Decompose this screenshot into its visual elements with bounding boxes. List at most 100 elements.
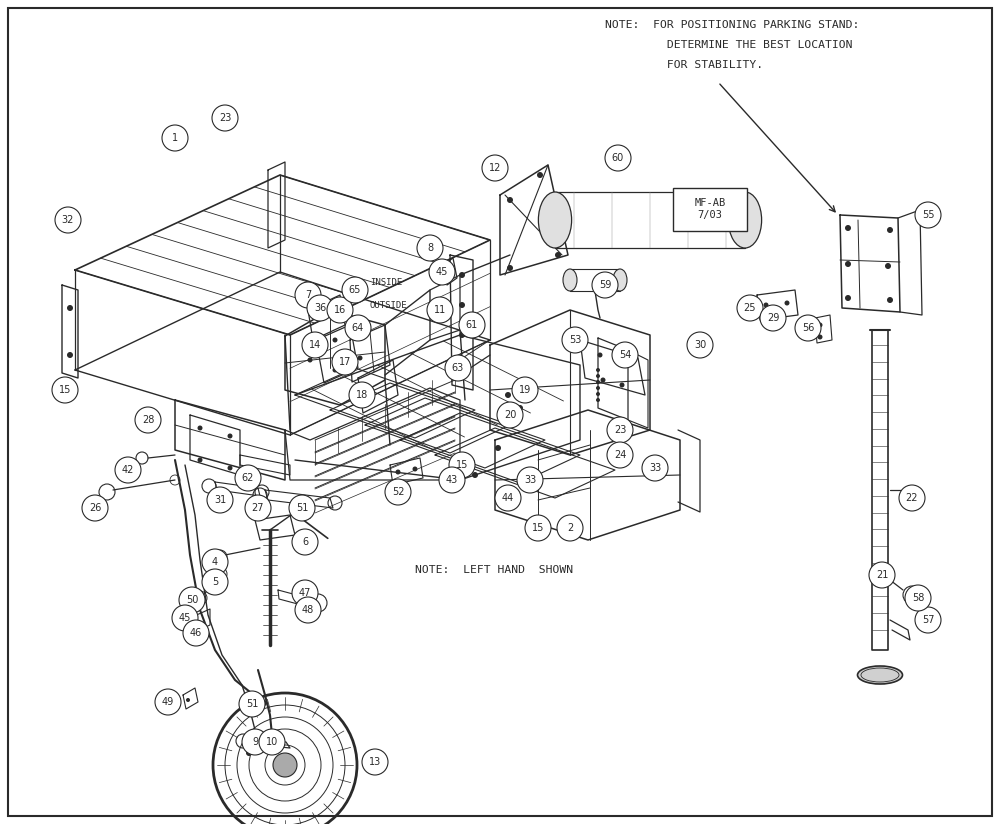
Circle shape	[183, 620, 209, 646]
Text: 23: 23	[219, 113, 231, 123]
Circle shape	[242, 729, 268, 755]
Circle shape	[385, 479, 411, 505]
Text: 22: 22	[906, 493, 918, 503]
Circle shape	[417, 235, 443, 261]
Circle shape	[261, 700, 267, 706]
Text: NOTE:  FOR POSITIONING PARKING STAND:: NOTE: FOR POSITIONING PARKING STAND:	[605, 20, 859, 30]
Circle shape	[429, 259, 455, 285]
Text: 16: 16	[334, 305, 346, 315]
Text: FOR STABILITY.: FOR STABILITY.	[605, 60, 763, 70]
Circle shape	[198, 457, 202, 462]
Text: 31: 31	[214, 495, 226, 505]
Circle shape	[517, 405, 523, 411]
Text: 12: 12	[489, 163, 501, 173]
Circle shape	[845, 225, 851, 231]
Text: 7: 7	[305, 290, 311, 300]
Circle shape	[620, 382, 624, 387]
Circle shape	[179, 587, 205, 613]
Text: NOTE:  LEFT HAND  SHOWN: NOTE: LEFT HAND SHOWN	[415, 565, 573, 575]
Circle shape	[596, 368, 600, 372]
Circle shape	[562, 327, 588, 353]
Circle shape	[228, 433, 232, 438]
Circle shape	[292, 580, 318, 606]
Circle shape	[239, 691, 265, 717]
Circle shape	[332, 349, 358, 375]
Text: OUTSIDE: OUTSIDE	[370, 301, 408, 310]
Text: 13: 13	[369, 757, 381, 767]
Circle shape	[55, 207, 81, 233]
Circle shape	[295, 597, 321, 623]
Circle shape	[308, 358, 312, 363]
Ellipse shape	[613, 269, 627, 291]
Circle shape	[596, 386, 600, 390]
Circle shape	[427, 297, 453, 323]
Circle shape	[82, 495, 108, 521]
Circle shape	[349, 382, 375, 408]
Text: 14: 14	[309, 340, 321, 350]
Circle shape	[448, 269, 452, 274]
Text: 46: 46	[190, 628, 202, 638]
Circle shape	[915, 202, 941, 228]
Circle shape	[495, 445, 501, 451]
Circle shape	[358, 355, 362, 361]
Text: 60: 60	[612, 153, 624, 163]
Circle shape	[259, 729, 285, 755]
Circle shape	[605, 145, 631, 171]
Circle shape	[642, 455, 668, 481]
Circle shape	[212, 105, 238, 131]
Ellipse shape	[538, 192, 572, 248]
Circle shape	[172, 605, 198, 631]
Circle shape	[67, 352, 73, 358]
Circle shape	[273, 753, 297, 777]
Text: 62: 62	[242, 473, 254, 483]
Text: MF-AB
7/03: MF-AB 7/03	[694, 198, 726, 221]
Circle shape	[598, 353, 602, 358]
Circle shape	[592, 272, 618, 298]
Text: 33: 33	[524, 475, 536, 485]
Text: 32: 32	[62, 215, 74, 225]
Circle shape	[507, 417, 513, 423]
Circle shape	[459, 272, 465, 278]
Text: 6: 6	[302, 537, 308, 547]
Circle shape	[245, 495, 271, 521]
Circle shape	[616, 358, 620, 363]
Text: 28: 28	[142, 415, 154, 425]
Circle shape	[887, 297, 893, 303]
Circle shape	[67, 305, 73, 311]
Text: 18: 18	[356, 390, 368, 400]
Circle shape	[345, 315, 371, 341]
Text: 33: 33	[649, 463, 661, 473]
Text: 59: 59	[599, 280, 611, 290]
Circle shape	[507, 197, 513, 203]
Circle shape	[555, 252, 561, 258]
Circle shape	[764, 302, 768, 307]
Text: 50: 50	[186, 595, 198, 605]
Circle shape	[135, 407, 161, 433]
Text: 10: 10	[266, 737, 278, 747]
Circle shape	[459, 332, 465, 338]
Ellipse shape	[563, 269, 577, 291]
Circle shape	[600, 377, 606, 382]
Circle shape	[155, 689, 181, 715]
Text: 61: 61	[466, 320, 478, 330]
Circle shape	[228, 466, 232, 471]
Text: 4: 4	[212, 557, 218, 567]
Circle shape	[342, 277, 368, 303]
Text: 1: 1	[172, 133, 178, 143]
Circle shape	[439, 467, 465, 493]
Text: 42: 42	[122, 465, 134, 475]
Text: 57: 57	[922, 615, 934, 625]
Circle shape	[607, 417, 633, 443]
Text: 63: 63	[452, 363, 464, 373]
Circle shape	[899, 485, 925, 511]
Circle shape	[289, 495, 315, 521]
Circle shape	[596, 374, 600, 378]
Circle shape	[302, 332, 328, 358]
Circle shape	[607, 442, 633, 468]
Circle shape	[459, 312, 485, 338]
Circle shape	[295, 282, 321, 308]
Text: 20: 20	[504, 410, 516, 420]
Circle shape	[537, 172, 543, 178]
Circle shape	[198, 425, 202, 430]
Circle shape	[235, 465, 261, 491]
